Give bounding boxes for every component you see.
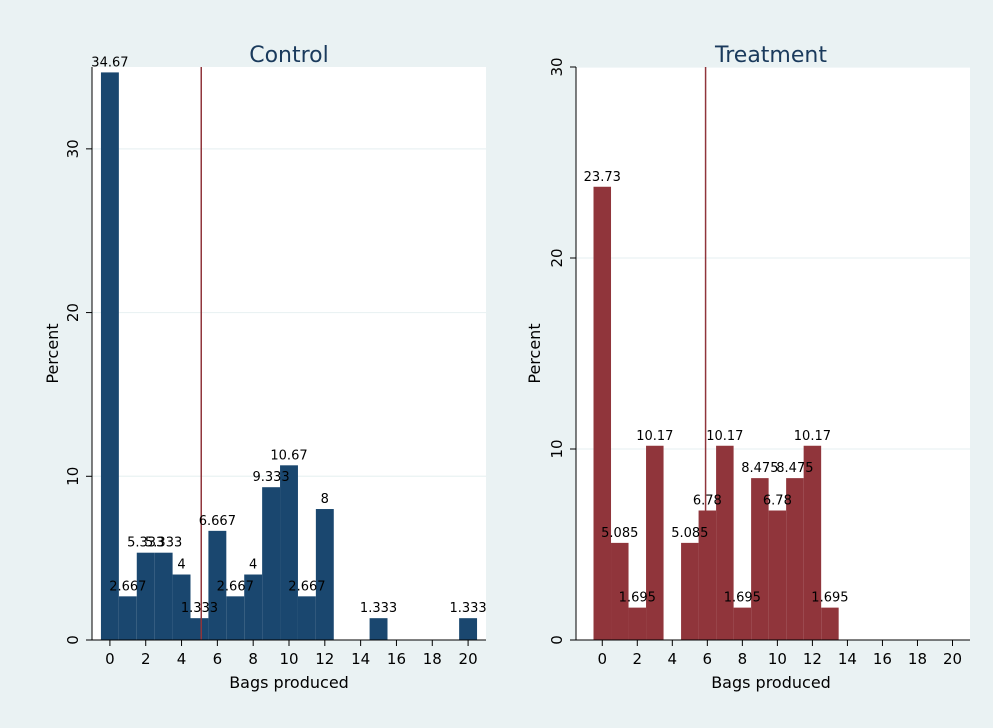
bar-value-label: 1.695 xyxy=(724,591,761,606)
bar xyxy=(646,445,664,640)
bar xyxy=(100,72,119,640)
bar-value-label: 8.475 xyxy=(741,461,778,476)
x-tick-label: 8 xyxy=(738,650,748,668)
bar-value-label: 6.667 xyxy=(199,514,236,529)
x-tick-label: 8 xyxy=(248,650,258,668)
bar xyxy=(681,542,699,640)
bar-value-label: 4 xyxy=(249,558,257,573)
x-tick-label: 12 xyxy=(315,650,334,668)
bar-value-label: 6.78 xyxy=(693,494,722,509)
bar-value-label: 2.667 xyxy=(288,579,325,594)
x-tick-label: 0 xyxy=(597,650,607,668)
x-tick-label: 16 xyxy=(873,650,892,668)
x-tick-label: 10 xyxy=(768,650,787,668)
x-tick-label: 14 xyxy=(351,650,370,668)
bar-value-label: 8 xyxy=(321,492,329,507)
bar xyxy=(154,552,173,640)
bar-value-label: 23.73 xyxy=(584,170,621,185)
bar-value-label: 10.17 xyxy=(706,429,743,444)
bar-value-label: 6.78 xyxy=(763,494,792,509)
x-tick-label: 18 xyxy=(908,650,927,668)
x-tick-label: 20 xyxy=(943,650,962,668)
x-axis-title: Bags produced xyxy=(229,673,349,692)
bar xyxy=(297,596,316,640)
bar xyxy=(315,509,334,640)
bar xyxy=(716,445,734,640)
bar xyxy=(208,530,227,640)
bar-value-label: 2.667 xyxy=(109,579,146,594)
y-tick-label: 20 xyxy=(64,303,82,322)
bar-value-label: 5.333 xyxy=(127,536,164,551)
x-tick-label: 18 xyxy=(423,650,442,668)
bar xyxy=(821,607,839,640)
bar-value-label: 1.333 xyxy=(449,601,486,616)
bar xyxy=(459,618,478,640)
x-tick-label: 16 xyxy=(387,650,406,668)
panel-2: 23.73 5.085 1.695 10.17 5.085 6.78 10.17 1.695 8… xyxy=(525,43,970,692)
bar-value-label: 8.475 xyxy=(776,461,813,476)
bar xyxy=(593,186,612,640)
bar xyxy=(136,552,155,640)
bar-value-label: 5.085 xyxy=(601,526,638,541)
y-tick-label: 20 xyxy=(548,248,566,267)
bar xyxy=(698,510,717,640)
panel-title: Control xyxy=(249,43,329,68)
bar xyxy=(628,607,647,640)
bar-value-label: 1.695 xyxy=(619,591,656,606)
bar-value-label: 4 xyxy=(177,558,185,573)
bar xyxy=(280,465,298,640)
bar xyxy=(369,618,388,640)
bar xyxy=(768,510,787,640)
y-tick-label: 10 xyxy=(64,467,82,486)
x-tick-label: 6 xyxy=(213,650,223,668)
bar xyxy=(803,445,822,640)
y-axis-title: Percent xyxy=(43,323,62,383)
x-tick-label: 14 xyxy=(838,650,857,668)
y-tick-label: 0 xyxy=(64,635,82,645)
y-tick-label: 30 xyxy=(64,139,82,158)
bar-value-label: 2.667 xyxy=(217,579,254,594)
x-tick-label: 12 xyxy=(803,650,822,668)
x-tick-label: 4 xyxy=(177,650,187,668)
y-axis-title: Percent xyxy=(525,323,544,383)
bar-value-label: 1.695 xyxy=(811,591,848,606)
bar xyxy=(244,574,263,640)
bar-value-label: 5.333 xyxy=(145,536,182,551)
x-tick-label: 6 xyxy=(703,650,713,668)
x-tick-label: 2 xyxy=(633,650,643,668)
bar xyxy=(611,542,629,640)
bar-value-label: 10.17 xyxy=(794,429,831,444)
y-tick-label: 0 xyxy=(548,635,566,645)
bar-value-label: 5.085 xyxy=(671,526,708,541)
x-tick-label: 20 xyxy=(459,650,478,668)
bar xyxy=(733,607,752,640)
bar-value-label: 10.17 xyxy=(636,429,673,444)
bar xyxy=(190,618,209,640)
bar-value-label: 1.333 xyxy=(360,601,397,616)
x-tick-label: 0 xyxy=(105,650,115,668)
x-tick-label: 10 xyxy=(279,650,298,668)
bar xyxy=(118,596,137,640)
bar-value-label: 10.67 xyxy=(270,448,307,463)
x-tick-label: 4 xyxy=(668,650,678,668)
y-tick-label: 10 xyxy=(548,439,566,458)
bar xyxy=(172,574,191,640)
bar xyxy=(262,487,281,640)
x-axis-title: Bags produced xyxy=(711,673,831,692)
x-tick-label: 2 xyxy=(141,650,151,668)
y-tick-label: 30 xyxy=(548,57,566,76)
panel-title: Treatment xyxy=(714,43,827,68)
bar xyxy=(786,478,804,640)
bar-value-label: 1.333 xyxy=(181,601,218,616)
bar-value-label: 34.67 xyxy=(91,55,128,70)
bar-value-label: 9.333 xyxy=(252,470,289,485)
bar xyxy=(751,478,769,640)
bar xyxy=(226,596,245,640)
